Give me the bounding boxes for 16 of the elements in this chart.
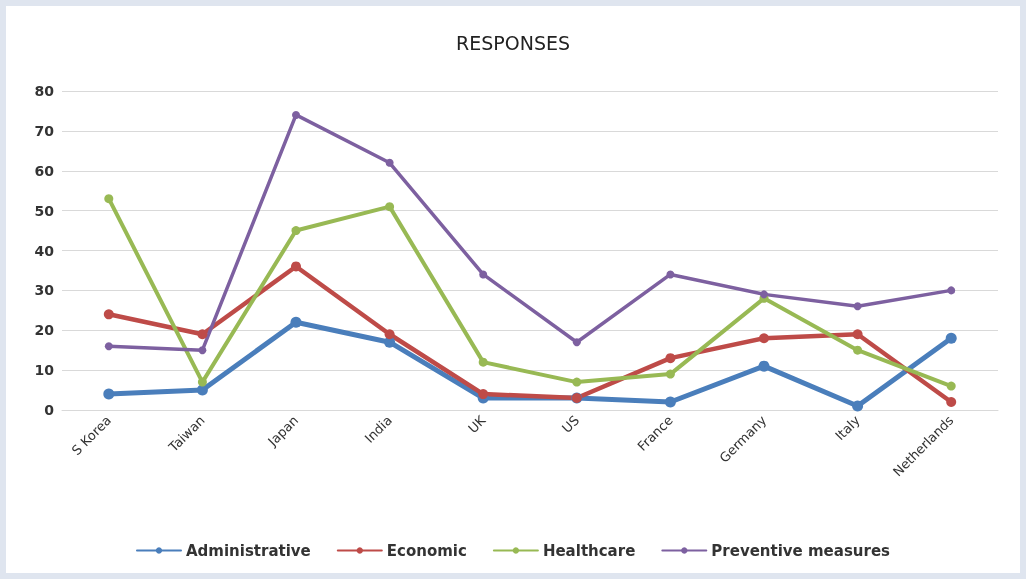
- y-tick-label: 20: [34, 322, 55, 339]
- y-tick-label: 0: [44, 402, 55, 418]
- legend-label: Economic: [386, 541, 467, 560]
- x-tick-label: US: [558, 412, 583, 436]
- y-tick-label: 70: [34, 122, 55, 139]
- y-tick-label: 40: [34, 242, 55, 259]
- legend-label: Healthcare: [542, 541, 636, 560]
- chart-title: RESPONSES: [455, 31, 571, 54]
- y-tick-label: 30: [34, 282, 55, 299]
- y-tick-label: 80: [34, 83, 55, 99]
- legend-label: Preventive measures: [711, 541, 891, 560]
- y-tick-label: 60: [34, 162, 55, 179]
- y-tick-label: 50: [34, 202, 55, 219]
- legend-label: Administrative: [185, 541, 311, 560]
- y-tick-label: 10: [34, 362, 55, 379]
- x-tick-label: UK: [465, 412, 489, 437]
